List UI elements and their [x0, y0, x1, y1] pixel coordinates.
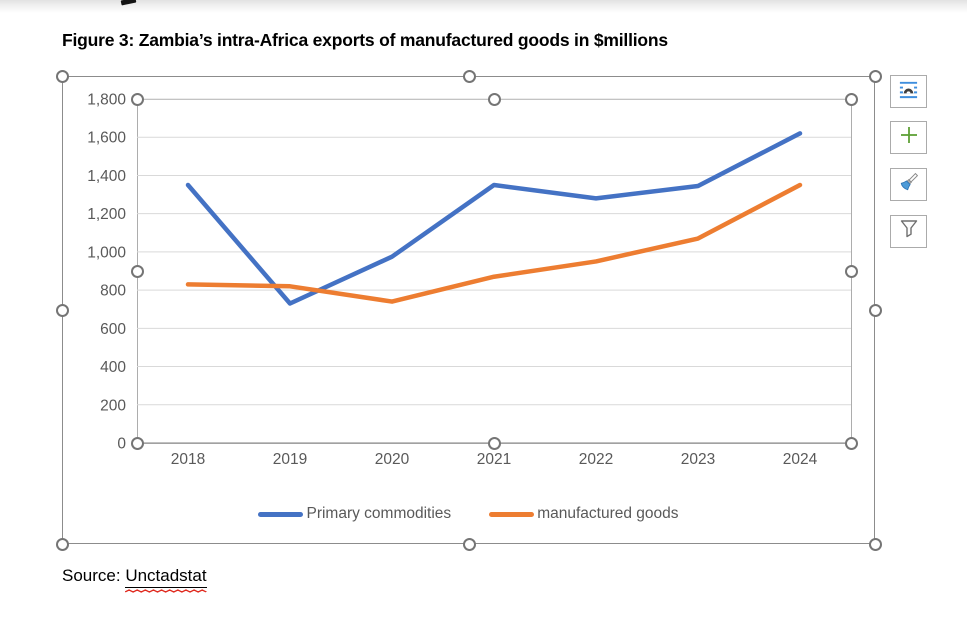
plot-selection-handle[interactable] — [130, 92, 144, 106]
plot-selection-handle[interactable] — [844, 264, 858, 278]
chart-selection-handle[interactable] — [55, 69, 69, 83]
x-tick-label: 2019 — [273, 451, 307, 468]
x-tick-label: 2021 — [477, 451, 511, 468]
legend-label: Primary commodities — [306, 505, 452, 522]
plot-selection-handle[interactable] — [844, 436, 858, 450]
source-label: Source: — [62, 566, 126, 585]
chart-selection-handle[interactable] — [462, 537, 476, 551]
chart-styles-brush-icon — [898, 171, 920, 198]
chart-styles-button[interactable] — [890, 168, 927, 201]
chart-selection-handle[interactable] — [462, 69, 476, 83]
legend-item[interactable]: manufactured goods — [489, 505, 679, 523]
legend-label: manufactured goods — [537, 505, 679, 522]
y-tick-label: 200 — [100, 397, 126, 414]
chart-selection-handle[interactable] — [55, 537, 69, 551]
x-tick-label: 2020 — [375, 451, 410, 468]
y-tick-label: 800 — [100, 283, 126, 300]
chart-filters-funnel-icon — [898, 218, 920, 245]
x-tick-label: 2023 — [681, 451, 715, 468]
layout-options-button[interactable] — [890, 75, 927, 108]
plot-selection-handle[interactable] — [130, 436, 144, 450]
legend-item[interactable]: Primary commodities — [258, 505, 451, 523]
chart-object[interactable]: 0 200 400 600 800 1,000 1,200 1,400 1,600 1,800 20… — [55, 69, 882, 551]
line-chart: 0 200 400 600 800 1,000 1,200 1,400 1,600 1,800 20… — [87, 92, 851, 468]
plot-selection-handle[interactable] — [487, 436, 501, 450]
source-name: Unctadstat — [125, 566, 207, 593]
y-tick-label: 1,200 — [87, 206, 126, 223]
x-tick-label: 2024 — [783, 451, 818, 468]
source-text: Source: Unctadstat — [62, 566, 207, 593]
page-top-shadow — [0, 0, 967, 13]
chart-selection-handle[interactable] — [868, 303, 882, 317]
add-chart-element-plus-icon — [898, 124, 920, 151]
plot-selection-handle[interactable] — [130, 264, 144, 278]
x-tick-label: 2018 — [171, 451, 205, 468]
x-tick-label: 2022 — [579, 451, 613, 468]
chart-legend: Primary commodities manufactured goods — [63, 505, 874, 523]
series-line-manufactured-goods[interactable] — [185, 182, 803, 304]
y-tick-label: 600 — [100, 321, 126, 338]
cropped-text-artifact — [120, 0, 137, 6]
y-tick-label: 0 — [117, 436, 126, 453]
chart-selection-handle[interactable] — [868, 537, 882, 551]
series-line-primary-commodities[interactable] — [185, 131, 803, 306]
chart-elements-button[interactable] — [890, 121, 927, 154]
chart-selection-handle[interactable] — [868, 69, 882, 83]
chart-selection-handle[interactable] — [55, 303, 69, 317]
figure-title: Figure 3: Zambia’s intra-Africa exports … — [62, 30, 668, 50]
y-tick-label: 1,400 — [87, 168, 126, 185]
chart-filters-button[interactable] — [890, 215, 927, 248]
y-tick-label: 1,000 — [87, 244, 126, 261]
legend-swatch — [258, 511, 304, 517]
spellcheck-underline-icon — [125, 588, 207, 593]
legend-swatch — [489, 511, 535, 517]
y-tick-label: 1,600 — [87, 130, 126, 147]
y-tick-label: 400 — [100, 359, 126, 376]
plot-selection-handle[interactable] — [487, 92, 501, 106]
plot-selection-handle[interactable] — [844, 92, 858, 106]
layout-options-icon — [898, 79, 919, 105]
y-tick-label: 1,800 — [87, 92, 126, 109]
